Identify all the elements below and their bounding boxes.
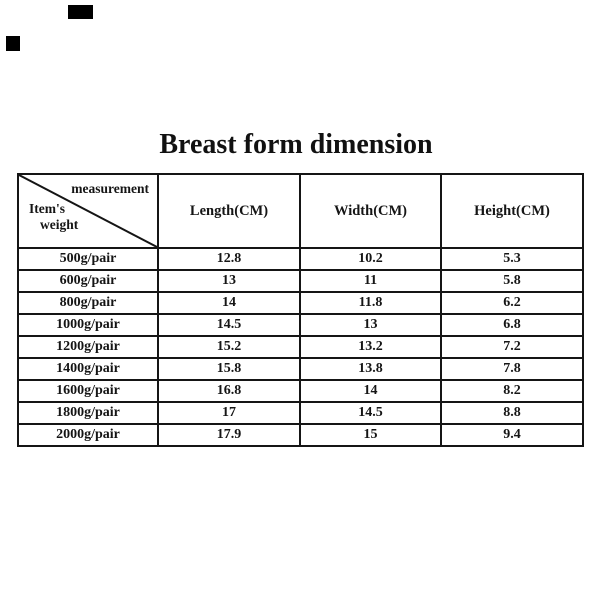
column-header-width: Width(CM) <box>299 173 442 249</box>
row-height-cell: 6.2 <box>440 291 584 315</box>
row-length-cell: 16.8 <box>157 379 301 403</box>
column-header-length: Length(CM) <box>157 173 301 249</box>
row-length-cell: 17.9 <box>157 423 301 447</box>
table-row: 2000g/pair 17.9 15 9.4 <box>17 423 584 447</box>
row-height-cell: 9.4 <box>440 423 584 447</box>
row-width-cell: 11 <box>299 269 442 293</box>
table-body: 500g/pair 12.8 10.2 5.3 600g/pair 13 11 … <box>17 247 584 447</box>
row-length-cell: 17 <box>157 401 301 425</box>
row-height-cell: 7.8 <box>440 357 584 381</box>
row-width-cell: 15 <box>299 423 442 447</box>
corner-weight-label: weight <box>40 217 79 232</box>
row-width-cell: 11.8 <box>299 291 442 315</box>
row-weight-cell: 800g/pair <box>17 291 159 315</box>
corner-items-label: Item's <box>29 201 65 216</box>
row-weight-cell: 1000g/pair <box>17 313 159 337</box>
row-weight-cell: 1400g/pair <box>17 357 159 381</box>
row-width-cell: 13 <box>299 313 442 337</box>
row-length-cell: 15.8 <box>157 357 301 381</box>
row-width-cell: 14 <box>299 379 442 403</box>
table-row: 600g/pair 13 11 5.8 <box>17 269 584 293</box>
header-row: measurement Item's weight Length(CM) Wid… <box>17 173 584 249</box>
row-weight-cell: 1800g/pair <box>17 401 159 425</box>
corner-measurement-label: measurement <box>71 181 149 196</box>
row-width-cell: 13.2 <box>299 335 442 359</box>
watermark-block-1 <box>68 5 93 19</box>
row-weight-cell: 600g/pair <box>17 269 159 293</box>
row-weight-cell: 1200g/pair <box>17 335 159 359</box>
page-title: Breast form dimension <box>159 129 433 160</box>
row-length-cell: 12.8 <box>157 247 301 271</box>
column-header-height: Height(CM) <box>440 173 584 249</box>
row-weight-cell: 2000g/pair <box>17 423 159 447</box>
table-row: 1400g/pair 15.8 13.8 7.8 <box>17 357 584 381</box>
row-length-cell: 13 <box>157 269 301 293</box>
row-height-cell: 8.2 <box>440 379 584 403</box>
row-length-cell: 14.5 <box>157 313 301 337</box>
row-width-cell: 13.8 <box>299 357 442 381</box>
row-weight-cell: 500g/pair <box>17 247 159 271</box>
table-row: 1800g/pair 17 14.5 8.8 <box>17 401 584 425</box>
table-row: 1600g/pair 16.8 14 8.2 <box>17 379 584 403</box>
row-height-cell: 8.8 <box>440 401 584 425</box>
table-row: 1000g/pair 14.5 13 6.8 <box>17 313 584 337</box>
row-height-cell: 6.8 <box>440 313 584 337</box>
row-weight-cell: 1600g/pair <box>17 379 159 403</box>
table-row: 500g/pair 12.8 10.2 5.3 <box>17 247 584 271</box>
dimension-table: measurement Item's weight Length(CM) Wid… <box>17 173 584 447</box>
row-height-cell: 7.2 <box>440 335 584 359</box>
watermark-block-2 <box>6 36 20 51</box>
table-row: 800g/pair 14 11.8 6.2 <box>17 291 584 315</box>
row-height-cell: 5.3 <box>440 247 584 271</box>
corner-header-cell: measurement Item's weight <box>17 173 159 249</box>
row-width-cell: 14.5 <box>299 401 442 425</box>
table-row: 1200g/pair 15.2 13.2 7.2 <box>17 335 584 359</box>
row-length-cell: 15.2 <box>157 335 301 359</box>
row-height-cell: 5.8 <box>440 269 584 293</box>
row-width-cell: 10.2 <box>299 247 442 271</box>
row-length-cell: 14 <box>157 291 301 315</box>
diagonal-divider-line <box>19 175 157 247</box>
